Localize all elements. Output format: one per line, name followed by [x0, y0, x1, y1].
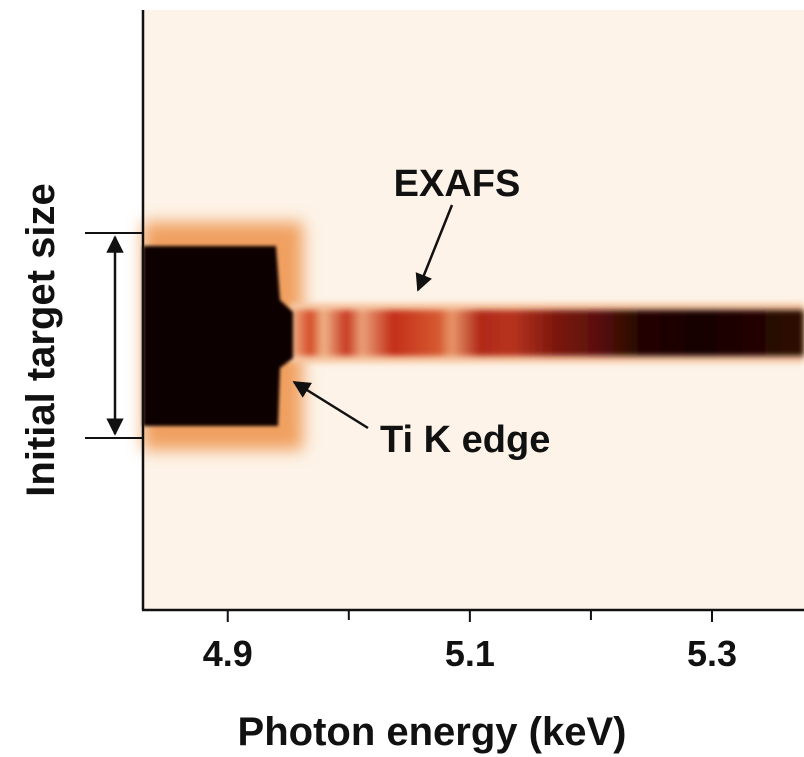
- axes: 4.9 5.1 5.3: [141, 10, 804, 674]
- x-tick-label: 4.9: [203, 633, 253, 674]
- x-axis-label: Photon energy (keV): [238, 710, 627, 754]
- size-bracket: [85, 232, 143, 439]
- x-tick-label: 5.3: [687, 633, 737, 674]
- x-tick-label: 5.1: [445, 633, 495, 674]
- annotation-arrows: [292, 204, 454, 430]
- y-axis-label: Initial target size: [19, 183, 63, 496]
- annotation: Ti K edge: [380, 419, 550, 461]
- annotation: EXAFS: [394, 163, 521, 205]
- spectrum-image: [143, 10, 804, 610]
